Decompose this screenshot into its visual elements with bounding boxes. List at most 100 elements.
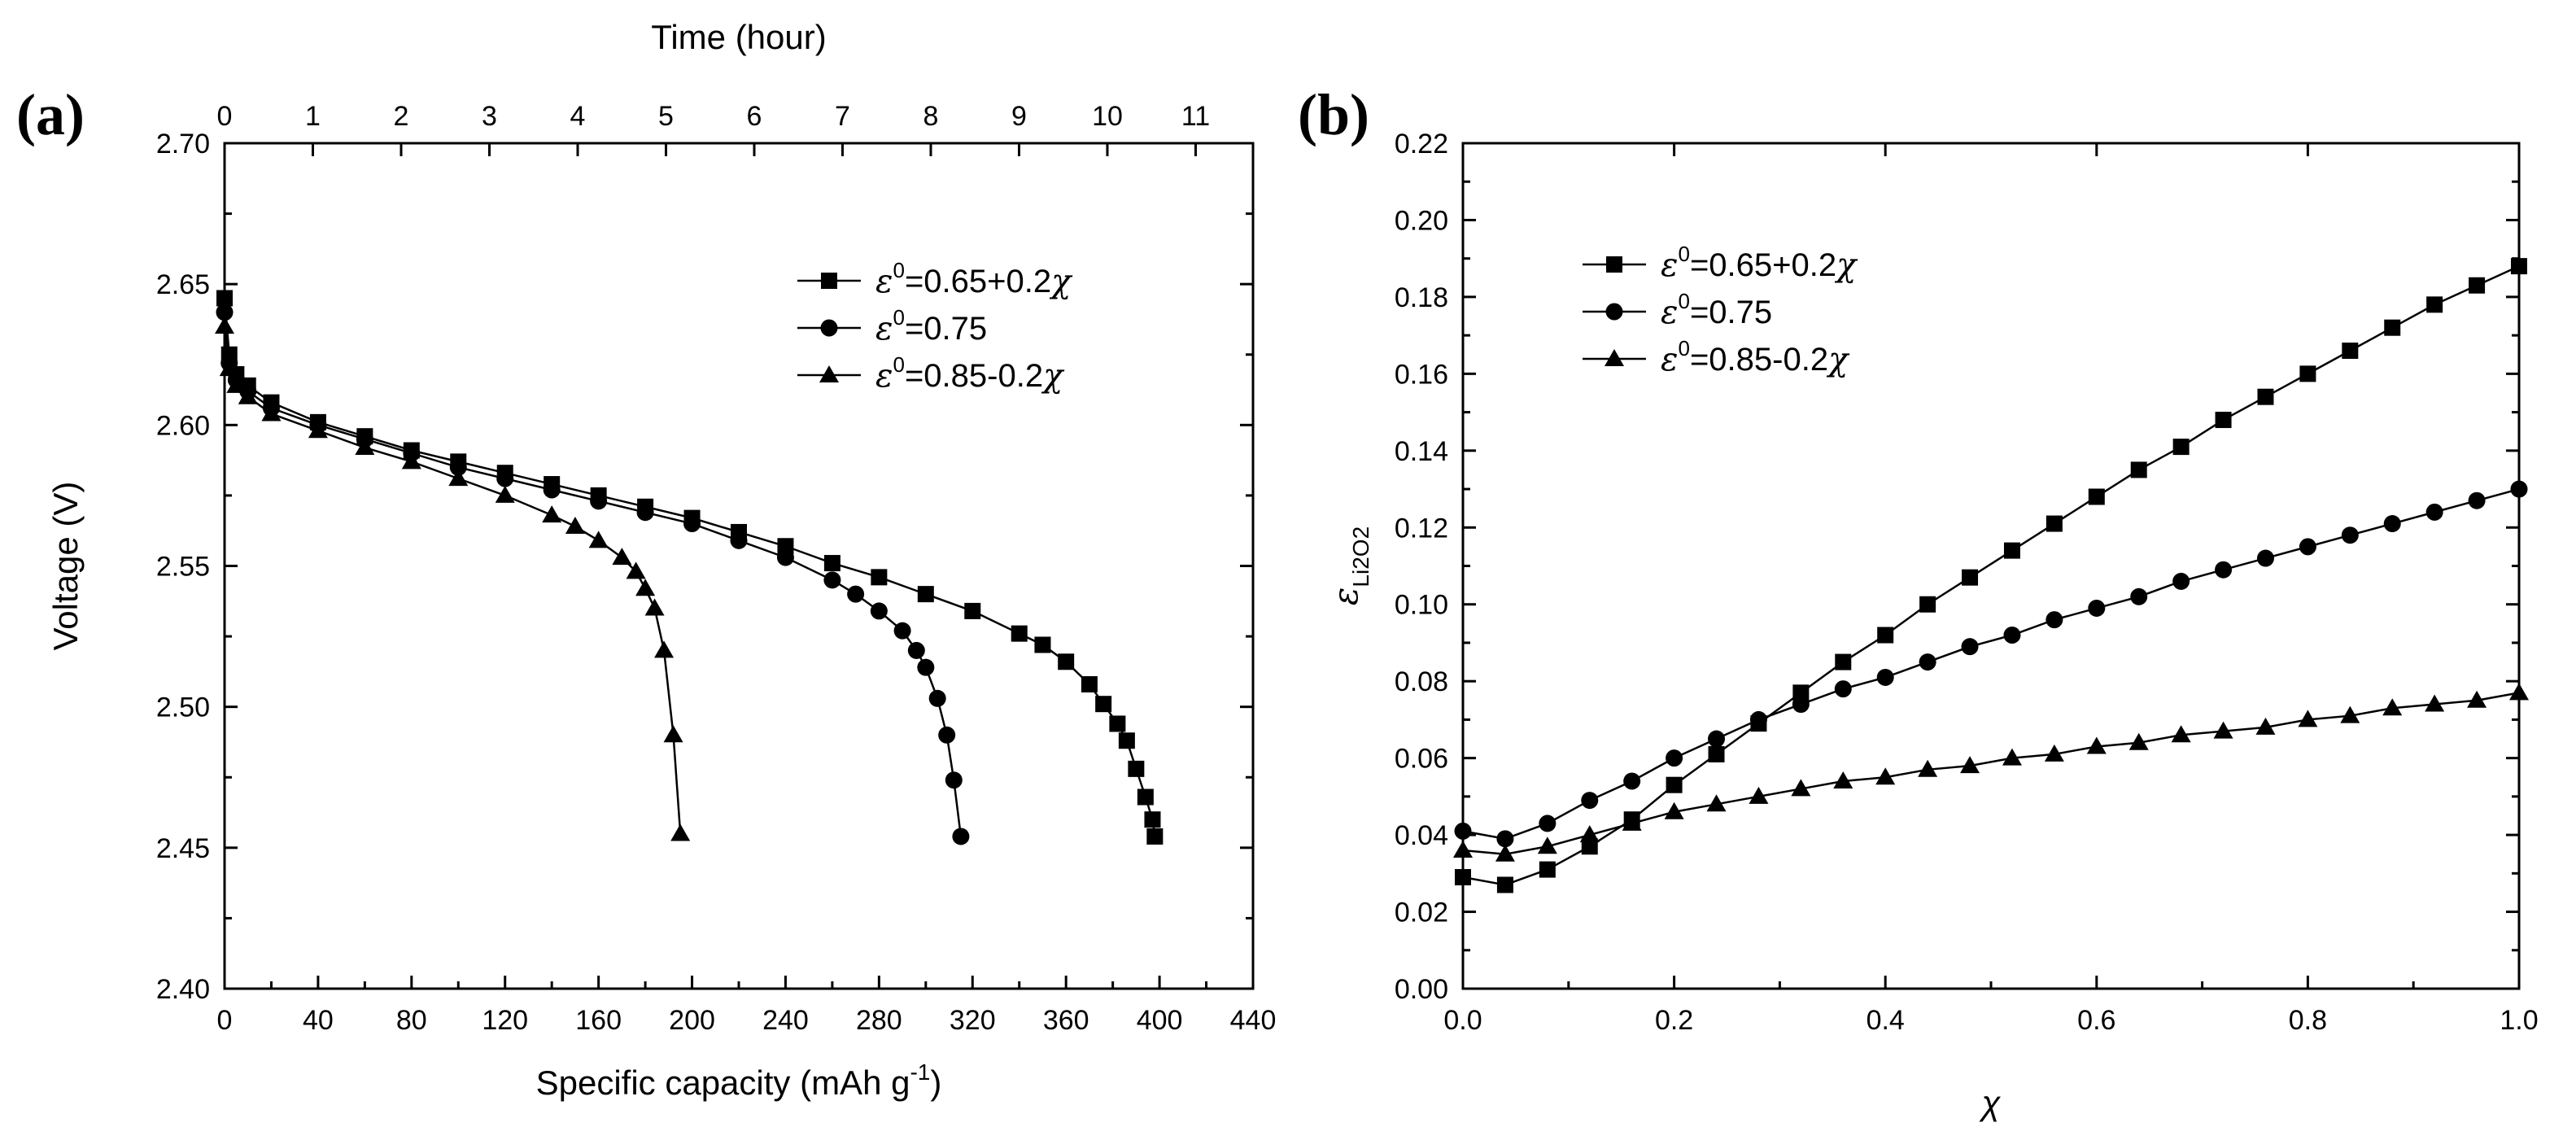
data-point-circle bbox=[823, 571, 841, 589]
data-point-triangle bbox=[670, 823, 691, 841]
series-line bbox=[1462, 692, 2520, 855]
data-point-triangle bbox=[635, 579, 656, 596]
data-point-triangle bbox=[1453, 840, 1473, 858]
data-point-triangle bbox=[2002, 748, 2022, 766]
plot-frame bbox=[223, 142, 1255, 990]
data-point-triangle bbox=[2382, 698, 2403, 716]
data-point-square bbox=[1118, 732, 1135, 749]
data-point-circle bbox=[945, 771, 963, 789]
data-point-circle bbox=[870, 602, 888, 620]
series-line bbox=[1462, 487, 2520, 841]
x2-tick-label: 0 bbox=[217, 101, 233, 132]
y-tick-label: 0.22 bbox=[1395, 129, 1448, 159]
data-point-triangle bbox=[2467, 690, 2487, 708]
y-tick-label: 0.20 bbox=[1395, 205, 1448, 236]
data-point-square bbox=[2215, 412, 2232, 429]
series-circle bbox=[1454, 480, 2528, 848]
data-point-square bbox=[1146, 828, 1164, 845]
x-tick-label: 400 bbox=[1137, 1005, 1183, 1036]
legend-symbol: ε bbox=[875, 357, 893, 395]
data-point-triangle bbox=[238, 387, 258, 404]
data-point-square bbox=[1034, 636, 1051, 653]
legend-entry: ε0=0.75 bbox=[797, 305, 987, 347]
x2-tick-label: 6 bbox=[747, 101, 762, 132]
data-point-triangle bbox=[588, 531, 609, 548]
data-point-triangle bbox=[219, 359, 239, 377]
legend-superscript: 0 bbox=[1678, 336, 1689, 360]
legend-entry: ε0=0.85-0.2χ bbox=[1583, 336, 1850, 378]
x-tick-label: 200 bbox=[669, 1005, 715, 1036]
data-point-circle bbox=[1876, 668, 1894, 686]
x-tick-label: 160 bbox=[575, 1005, 622, 1036]
legend-expression: =0.85-0.2 bbox=[905, 358, 1043, 394]
legend-circle-marker bbox=[1605, 303, 1623, 321]
x-tick-label: 80 bbox=[396, 1005, 427, 1036]
data-point-square bbox=[1109, 715, 1126, 732]
x2-tick-label: 4 bbox=[570, 101, 586, 132]
data-point-triangle bbox=[261, 404, 282, 421]
data-point-triangle bbox=[1875, 767, 1896, 785]
data-point-square bbox=[823, 555, 840, 572]
data-point-circle bbox=[917, 658, 935, 676]
data-point-circle bbox=[1623, 772, 1641, 790]
series-triangle bbox=[1453, 683, 2529, 862]
legend-expression: =0.65+0.2 bbox=[1690, 247, 1836, 283]
data-point-square bbox=[1496, 876, 1513, 893]
x-tick-label: 40 bbox=[303, 1005, 334, 1036]
y-tick-label: 2.65 bbox=[156, 269, 210, 300]
data-point-triangle bbox=[2213, 721, 2233, 739]
data-point-square bbox=[1708, 745, 1725, 762]
data-point-circle bbox=[2003, 627, 2021, 644]
legend-symbol: ε bbox=[1661, 247, 1678, 284]
data-point-square bbox=[1144, 811, 1161, 828]
legend-symbol: ε bbox=[1661, 341, 1678, 378]
legend-label: ε0=0.65+0.2χ bbox=[1661, 242, 1858, 284]
data-point-triangle bbox=[663, 725, 683, 743]
panel-b-porosity-chart: 0.000.020.040.060.080.100.120.140.160.18… bbox=[1298, 82, 2539, 1122]
x2-tick-label: 1 bbox=[305, 101, 321, 132]
data-point-square bbox=[1919, 596, 1936, 613]
legend-triangle-marker bbox=[1605, 349, 1624, 366]
data-point-square bbox=[871, 569, 888, 586]
data-point-circle bbox=[893, 622, 911, 640]
data-point-triangle bbox=[401, 452, 421, 470]
legend-variable: χ bbox=[1041, 357, 1065, 395]
legend-superscript: 0 bbox=[893, 352, 904, 377]
y-axis-title: Voltage (V) bbox=[46, 482, 85, 651]
data-point-circle bbox=[449, 458, 467, 476]
data-point-triangle bbox=[215, 317, 234, 334]
data-point-square bbox=[2088, 488, 2105, 505]
data-point-circle bbox=[1496, 830, 1514, 848]
legend-variable: χ bbox=[1826, 341, 1850, 378]
data-point-triangle bbox=[495, 485, 515, 503]
x-tick-label: 440 bbox=[1230, 1005, 1277, 1036]
panel-label: (b) bbox=[1298, 82, 1369, 147]
data-point-square bbox=[1058, 653, 1075, 670]
legend-entry: ε0=0.85-0.2χ bbox=[797, 352, 1065, 395]
x-tick-label: 280 bbox=[856, 1005, 902, 1036]
data-point-square bbox=[1011, 625, 1028, 642]
data-point-square bbox=[1095, 696, 1112, 713]
data-point-triangle bbox=[2171, 725, 2191, 743]
data-point-triangle bbox=[1537, 836, 1557, 854]
data-point-square bbox=[2511, 258, 2527, 275]
x2-tick-label: 3 bbox=[482, 101, 497, 132]
data-point-circle bbox=[2215, 561, 2233, 579]
y-tick-label: 2.70 bbox=[156, 129, 210, 159]
y-tick-label: 0.02 bbox=[1395, 898, 1448, 928]
legend-variable: χ bbox=[1834, 247, 1858, 284]
data-point-triangle bbox=[2086, 736, 2107, 754]
data-point-triangle bbox=[1495, 844, 1515, 862]
legend-superscript: 0 bbox=[1678, 242, 1689, 266]
data-point-circle bbox=[2299, 538, 2316, 556]
y-tick-label: 0.00 bbox=[1395, 974, 1448, 1005]
data-point-square bbox=[1835, 653, 1852, 670]
data-point-circle bbox=[636, 504, 654, 522]
data-point-circle bbox=[216, 304, 234, 321]
legend-circle-marker bbox=[820, 319, 838, 337]
data-point-triangle bbox=[612, 548, 632, 566]
data-point-circle bbox=[2468, 491, 2486, 509]
data-point-square bbox=[2257, 388, 2274, 405]
legend-expression: =0.85-0.2 bbox=[1690, 342, 1828, 378]
